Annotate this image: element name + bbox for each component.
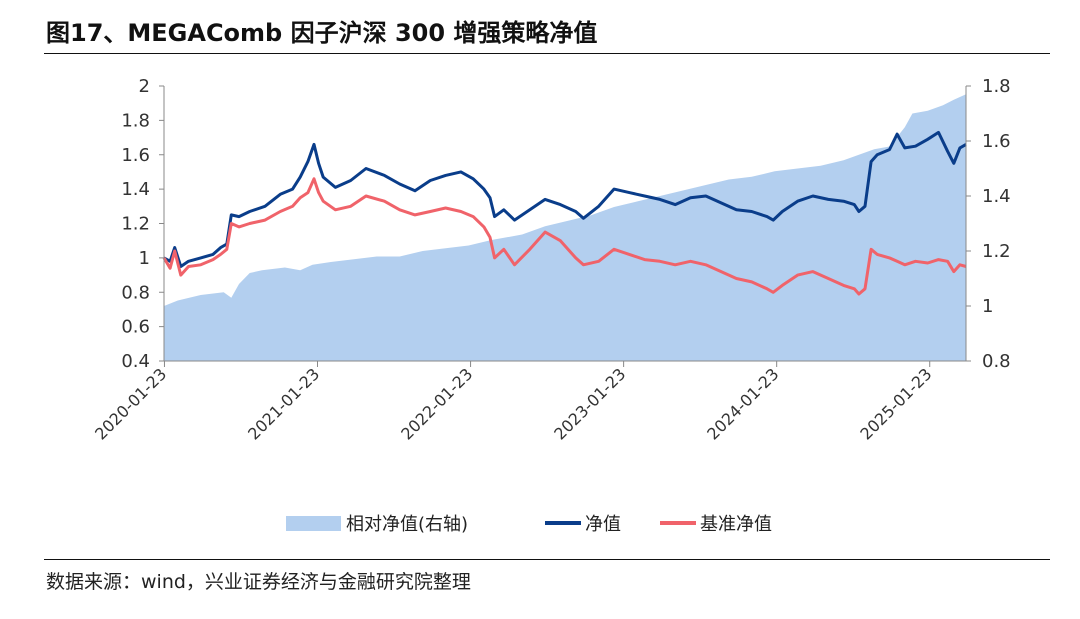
right-tick-label: 1.6 <box>982 131 1011 152</box>
left-tick-label: 2 <box>139 76 150 97</box>
chart: 0.4 0.6 0.8 1 1.2 1.4 1.6 1.8 2 0.8 1 1.2 1.4 1.6 1.8 2… <box>91 76 1011 535</box>
left-tick-label: 1.8 <box>121 110 150 131</box>
right-tick-label: 1.2 <box>982 241 1011 262</box>
right-tick-label: 1 <box>982 296 993 317</box>
left-tick-label: 1.6 <box>121 145 150 166</box>
series-benchmark-line <box>162 177 967 296</box>
x-tick-label: 2025-01-23 <box>856 364 935 443</box>
title-divider <box>44 53 1050 54</box>
right-tick-label: 1.8 <box>982 76 1011 97</box>
legend-net-label: 净值 <box>585 514 621 535</box>
legend-benchmark-label: 基准净值 <box>700 514 772 535</box>
legend: 相对净值(右轴) 净值 基准净值 <box>286 514 772 535</box>
source-note: 数据来源：wind，兴业证券经济与金融研究院整理 <box>46 571 471 593</box>
x-tick-label: 2020-01-23 <box>91 364 170 443</box>
series-relative-area <box>164 94 966 362</box>
x-tick-label: 2022-01-23 <box>397 364 476 443</box>
left-tick-label: 0.8 <box>121 282 150 303</box>
relative-area-layer <box>164 94 966 362</box>
x-tick-label: 2024-01-23 <box>703 364 782 443</box>
net-lines-layer <box>162 130 967 296</box>
x-tick-label: 2021-01-23 <box>244 364 323 443</box>
right-tick-label: 1.4 <box>982 186 1011 207</box>
left-tick-label: 0.6 <box>121 317 150 338</box>
left-tick-label: 1.4 <box>121 179 150 200</box>
x-tick-label: 2023-01-23 <box>550 364 629 443</box>
left-tick-label: 0.4 <box>121 351 150 372</box>
legend-relative-label: 相对净值(右轴) <box>346 514 468 535</box>
source-divider <box>44 559 1050 560</box>
left-tick-label: 1 <box>139 248 150 269</box>
left-tick-label: 1.2 <box>121 214 150 235</box>
right-tick-label: 0.8 <box>982 351 1011 372</box>
legend-relative-swatch <box>286 516 341 531</box>
series-net-line <box>163 130 967 268</box>
chart-title: 图17、MEGAComb 因子沪深 300 增强策略净值 <box>46 19 598 47</box>
